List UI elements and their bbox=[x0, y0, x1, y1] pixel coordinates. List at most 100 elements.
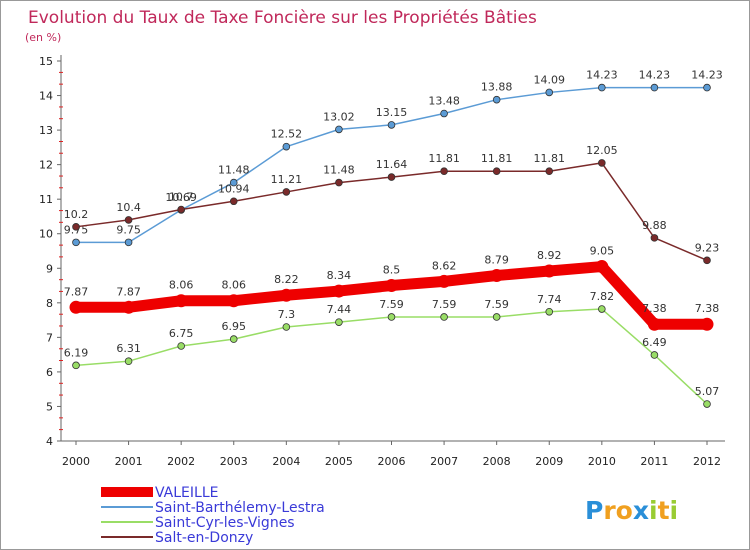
x-tick-label: 2008 bbox=[483, 455, 511, 468]
x-tick-label: 2005 bbox=[325, 455, 353, 468]
data-label: 7.82 bbox=[590, 290, 615, 303]
data-point bbox=[492, 313, 501, 321]
data-point bbox=[122, 300, 136, 314]
data-point bbox=[542, 264, 556, 278]
data-label: 12.05 bbox=[586, 144, 618, 157]
proxiti-logo: Proxiti bbox=[585, 496, 678, 525]
legend-label: Salt-en-Donzy bbox=[155, 530, 253, 546]
y-tick-label: 13 bbox=[39, 124, 53, 137]
data-point bbox=[545, 167, 554, 176]
data-point bbox=[440, 313, 448, 321]
data-label: 9.23 bbox=[695, 241, 720, 254]
data-point bbox=[703, 83, 711, 92]
data-label: 6.49 bbox=[642, 336, 667, 349]
data-label: 11.48 bbox=[323, 164, 355, 177]
data-point bbox=[598, 305, 606, 313]
data-label: 9.05 bbox=[590, 245, 615, 258]
data-point bbox=[177, 205, 185, 214]
data-point bbox=[177, 342, 185, 350]
x-tick-label: 2012 bbox=[693, 455, 721, 468]
data-label: 6.31 bbox=[116, 342, 141, 355]
x-tick-label: 2007 bbox=[430, 455, 458, 468]
data-point bbox=[282, 323, 291, 331]
data-point bbox=[124, 357, 133, 366]
logo-letter: i bbox=[649, 496, 658, 525]
y-tick-label: 5 bbox=[46, 400, 53, 413]
data-point bbox=[440, 109, 448, 118]
data-point bbox=[229, 178, 238, 187]
y-tick-label: 10 bbox=[39, 228, 53, 241]
data-label: 11.81 bbox=[428, 152, 460, 165]
data-label: 9.88 bbox=[642, 219, 667, 232]
data-point bbox=[282, 142, 291, 151]
data-point bbox=[229, 335, 238, 343]
y-tick-label: 8 bbox=[46, 297, 53, 310]
chart-title: Evolution du Taux de Taxe Foncière sur l… bbox=[28, 8, 537, 28]
y-tick-label: 7 bbox=[46, 331, 53, 344]
data-point bbox=[332, 284, 346, 298]
data-label: 7.74 bbox=[537, 293, 562, 306]
x-tick-label: 2010 bbox=[588, 455, 616, 468]
data-point bbox=[72, 238, 80, 247]
data-label: 8.62 bbox=[432, 259, 457, 272]
data-point bbox=[387, 121, 396, 129]
chart-subtitle: (en %) bbox=[25, 31, 61, 44]
legend-label: Saint-Cyr-les-Vignes bbox=[155, 515, 295, 531]
data-label: 7.3 bbox=[278, 308, 296, 321]
data-label: 13.88 bbox=[481, 81, 513, 94]
x-tick-label: 2003 bbox=[220, 455, 248, 468]
data-label: 7.38 bbox=[695, 302, 720, 315]
data-point bbox=[174, 294, 188, 308]
y-tick-label: 4 bbox=[46, 435, 53, 448]
logo-letter: t bbox=[658, 496, 670, 525]
logo-letter: P bbox=[585, 496, 603, 525]
x-tick-label: 2000 bbox=[62, 455, 90, 468]
data-label: 13.15 bbox=[376, 106, 408, 119]
data-point bbox=[282, 188, 291, 196]
data-point bbox=[385, 279, 398, 293]
data-label: 11.81 bbox=[534, 152, 566, 165]
data-label: 8.34 bbox=[327, 269, 352, 282]
data-label: 10.7 bbox=[169, 191, 194, 204]
series-line bbox=[75, 308, 708, 405]
x-tick-label: 2004 bbox=[272, 455, 300, 468]
data-point bbox=[647, 317, 661, 331]
y-tick-label: 9 bbox=[46, 262, 53, 275]
data-label: 7.87 bbox=[64, 285, 89, 298]
data-label: 7.44 bbox=[327, 303, 352, 316]
data-label: 7.87 bbox=[116, 285, 141, 298]
data-label: 7.59 bbox=[379, 298, 404, 311]
data-label: 8.92 bbox=[537, 249, 562, 262]
data-label: 7.59 bbox=[432, 298, 457, 311]
data-label: 11.81 bbox=[481, 152, 513, 165]
x-tick-label: 2009 bbox=[535, 455, 563, 468]
data-label: 13.02 bbox=[323, 110, 355, 123]
logo-letter: o bbox=[616, 496, 633, 525]
data-label: 6.75 bbox=[169, 327, 194, 340]
data-point bbox=[229, 197, 238, 206]
data-label: 8.22 bbox=[274, 273, 299, 286]
data-label: 8.5 bbox=[383, 264, 401, 277]
y-tick-label: 15 bbox=[39, 55, 53, 68]
data-label: 9.75 bbox=[116, 223, 141, 236]
data-label: 14.23 bbox=[586, 69, 618, 82]
x-tick-label: 2006 bbox=[378, 455, 406, 468]
legend: VALEILLESaint-Barthélemy-LestraSaint-Cyr… bbox=[101, 485, 325, 546]
data-point bbox=[703, 400, 711, 408]
y-tick-label: 6 bbox=[46, 366, 53, 379]
x-tick-label: 2001 bbox=[115, 455, 143, 468]
logo-letter: x bbox=[633, 496, 649, 525]
y-tick-label: 11 bbox=[39, 193, 53, 206]
legend-label: Saint-Barthélemy-Lestra bbox=[155, 500, 325, 516]
data-point bbox=[650, 234, 659, 242]
data-point bbox=[72, 223, 80, 231]
data-label: 6.95 bbox=[222, 320, 247, 333]
data-point bbox=[69, 300, 83, 314]
data-label: 10.2 bbox=[64, 208, 89, 221]
data-point bbox=[387, 173, 396, 181]
data-point bbox=[227, 294, 241, 308]
data-label: 12.52 bbox=[271, 128, 303, 141]
data-label: 14.09 bbox=[534, 73, 566, 86]
